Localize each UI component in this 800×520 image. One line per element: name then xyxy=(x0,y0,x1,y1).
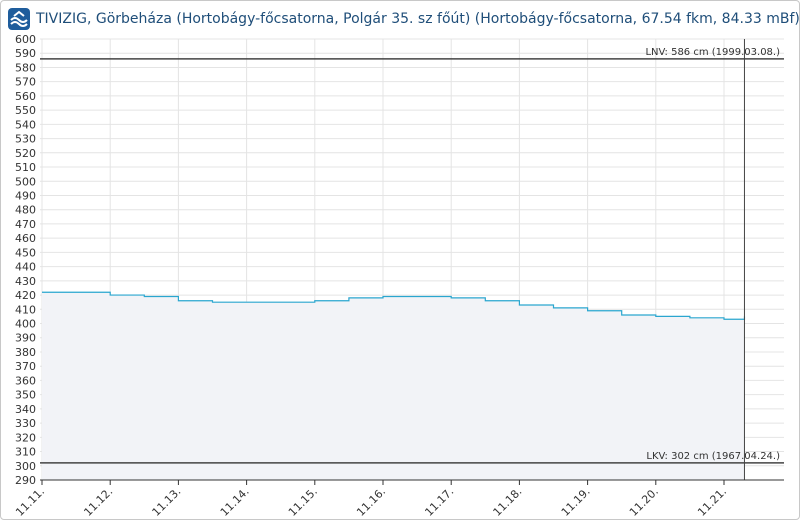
y-tick-label: 390 xyxy=(15,332,36,345)
water-level-area xyxy=(42,292,745,480)
y-tick-label: 600 xyxy=(15,33,36,46)
y-tick-label: 470 xyxy=(15,218,36,231)
y-tick-label: 520 xyxy=(15,147,36,160)
reference-line-label: LNV: 586 cm (1999.03.08.) xyxy=(645,47,780,58)
x-tick-label: 11.17. xyxy=(422,485,456,519)
chart-title: TIVIZIG, Görbeháza (Hortobágy-főcsatorna… xyxy=(36,11,800,27)
x-tick-label: 11.19. xyxy=(559,485,593,519)
y-tick-label: 420 xyxy=(15,289,36,302)
reference-line-label: LKV: 302 cm (1967.04.24.) xyxy=(646,451,780,462)
y-tick-label: 460 xyxy=(15,232,36,245)
y-tick-label: 590 xyxy=(15,47,36,60)
x-tick-label: 11.13. xyxy=(150,485,184,519)
y-tick-label: 500 xyxy=(15,175,36,188)
y-tick-label: 320 xyxy=(15,431,36,444)
y-tick-label: 570 xyxy=(15,76,36,89)
y-tick-label: 430 xyxy=(15,275,36,288)
y-tick-label: 440 xyxy=(15,261,36,274)
reference-lines: LNV: 586 cm (1999.03.08.) LKV: 302 cm (19… xyxy=(40,47,784,464)
y-tick-label: 310 xyxy=(15,446,36,459)
y-tick-label: 360 xyxy=(15,374,36,387)
y-tick-label: 580 xyxy=(15,61,36,74)
y-tick-label: 330 xyxy=(15,417,36,430)
y-tick-label: 530 xyxy=(15,133,36,146)
chart-header: TIVIZIG, Görbeháza (Hortobágy-főcsatorna… xyxy=(8,7,800,31)
tivizig-logo-icon xyxy=(8,8,30,30)
y-tick-label: 340 xyxy=(15,403,36,416)
y-tick-label: 480 xyxy=(15,204,36,217)
x-tick-label: 11.20. xyxy=(627,485,661,519)
x-tick-label: 11.16. xyxy=(354,485,388,519)
x-tick-label: 11.12. xyxy=(81,485,115,519)
x-tick-label: 11.18. xyxy=(491,485,525,519)
y-tick-label: 510 xyxy=(15,161,36,174)
y-axis-ticks: 2903003103203303403503603703803904004104… xyxy=(15,33,36,487)
y-tick-label: 380 xyxy=(15,346,36,359)
y-tick-label: 370 xyxy=(15,360,36,373)
x-axis-ticks: 11.11. 11.12. 11.13. 11.14. 11.15. 11.16. 11.1… xyxy=(13,480,729,519)
y-tick-label: 490 xyxy=(15,189,36,202)
y-tick-label: 560 xyxy=(15,90,36,103)
y-tick-label: 540 xyxy=(15,118,36,131)
x-tick-label: 11.21. xyxy=(695,485,729,519)
x-tick-label: 11.15. xyxy=(286,485,320,519)
x-tick-label: 11.11. xyxy=(13,485,47,519)
y-tick-label: 400 xyxy=(15,318,36,331)
y-tick-label: 350 xyxy=(15,389,36,402)
y-tick-label: 300 xyxy=(15,460,36,473)
y-tick-label: 550 xyxy=(15,104,36,117)
water-level-line xyxy=(42,291,746,320)
y-tick-label: 290 xyxy=(15,474,36,487)
x-tick-label: 11.14. xyxy=(218,485,252,519)
y-tick-label: 410 xyxy=(15,303,36,316)
y-tick-label: 450 xyxy=(15,246,36,259)
